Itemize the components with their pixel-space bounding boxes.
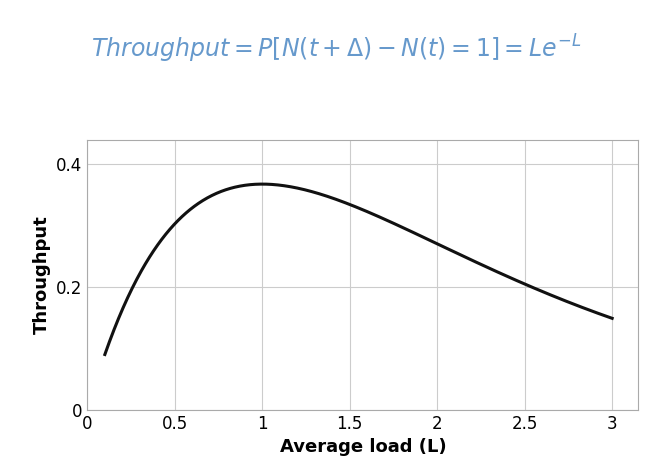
Text: $\mathit{Throughput} = P[N(t+\Delta) - N(t) = 1] = Le^{-L}$: $\mathit{Throughput} = P[N(t+\Delta) - N… <box>91 33 581 65</box>
Y-axis label: Throughput: Throughput <box>32 216 50 334</box>
X-axis label: Average load (L): Average load (L) <box>280 439 446 457</box>
